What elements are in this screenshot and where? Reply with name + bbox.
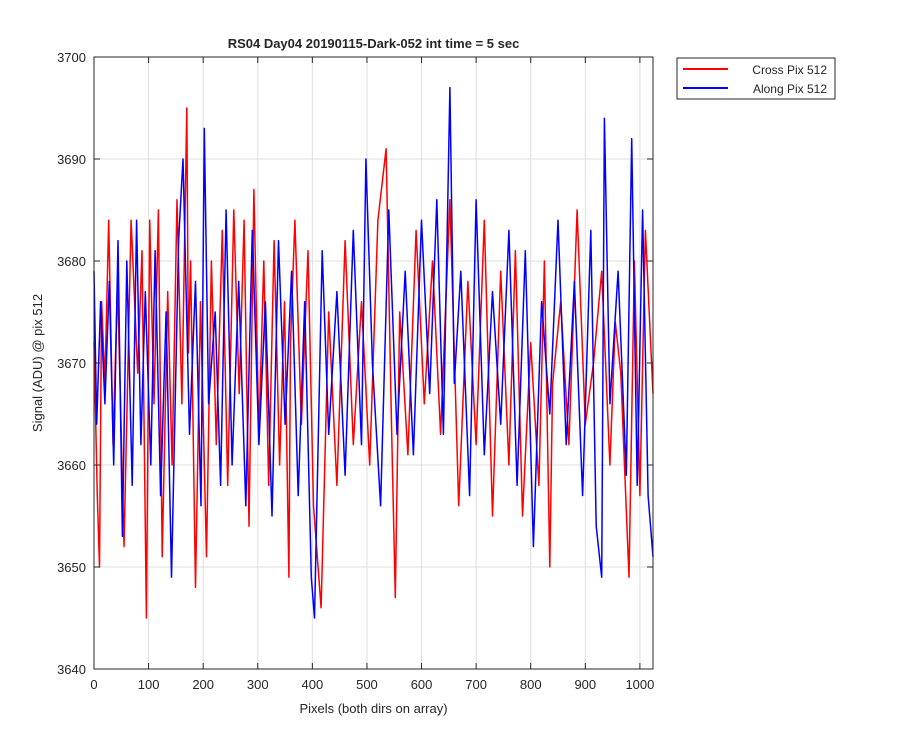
x-tick-label: 200: [192, 677, 214, 692]
y-axis-ticks: 3640 3650 3660 3670 3680 3690 3700: [57, 50, 653, 677]
y-tick-label: 3700: [57, 50, 86, 65]
y-tick-label: 3660: [57, 458, 86, 473]
x-tick-label: 600: [411, 677, 433, 692]
series-layer: [93, 86, 654, 619]
y-tick-label: 3650: [57, 560, 86, 575]
legend-label-cross: Cross Pix 512: [752, 63, 827, 77]
legend[interactable]: Cross Pix 512 Along Pix 512: [676, 57, 836, 100]
series-line-cross-pix-512: [93, 107, 654, 619]
legend-label-along: Along Pix 512: [753, 82, 827, 96]
legend-box: [676, 57, 836, 100]
y-tick-label: 3690: [57, 152, 86, 167]
x-axis-ticks: 0 100 200 300 400 500 600 700 800 900 1000: [90, 57, 654, 692]
x-tick-label: 700: [465, 677, 487, 692]
x-tick-label: 300: [247, 677, 269, 692]
y-axis-label: Signal (ADU) @ pix 512: [30, 294, 45, 432]
x-axis-label: Pixels (both dirs on array): [299, 701, 447, 716]
x-tick-label: 1000: [625, 677, 654, 692]
x-tick-label: 100: [138, 677, 160, 692]
series-line-along-pix-512: [93, 86, 654, 619]
x-tick-label: 400: [302, 677, 324, 692]
x-tick-label: 900: [574, 677, 596, 692]
x-tick-label: 800: [520, 677, 542, 692]
y-tick-label: 3670: [57, 356, 86, 371]
chart-title: RS04 Day04 20190115-Dark-052 int time = …: [228, 36, 520, 51]
x-tick-label: 500: [356, 677, 378, 692]
y-tick-label: 3640: [57, 662, 86, 677]
y-tick-label: 3680: [57, 254, 86, 269]
x-tick-label: 0: [90, 677, 97, 692]
